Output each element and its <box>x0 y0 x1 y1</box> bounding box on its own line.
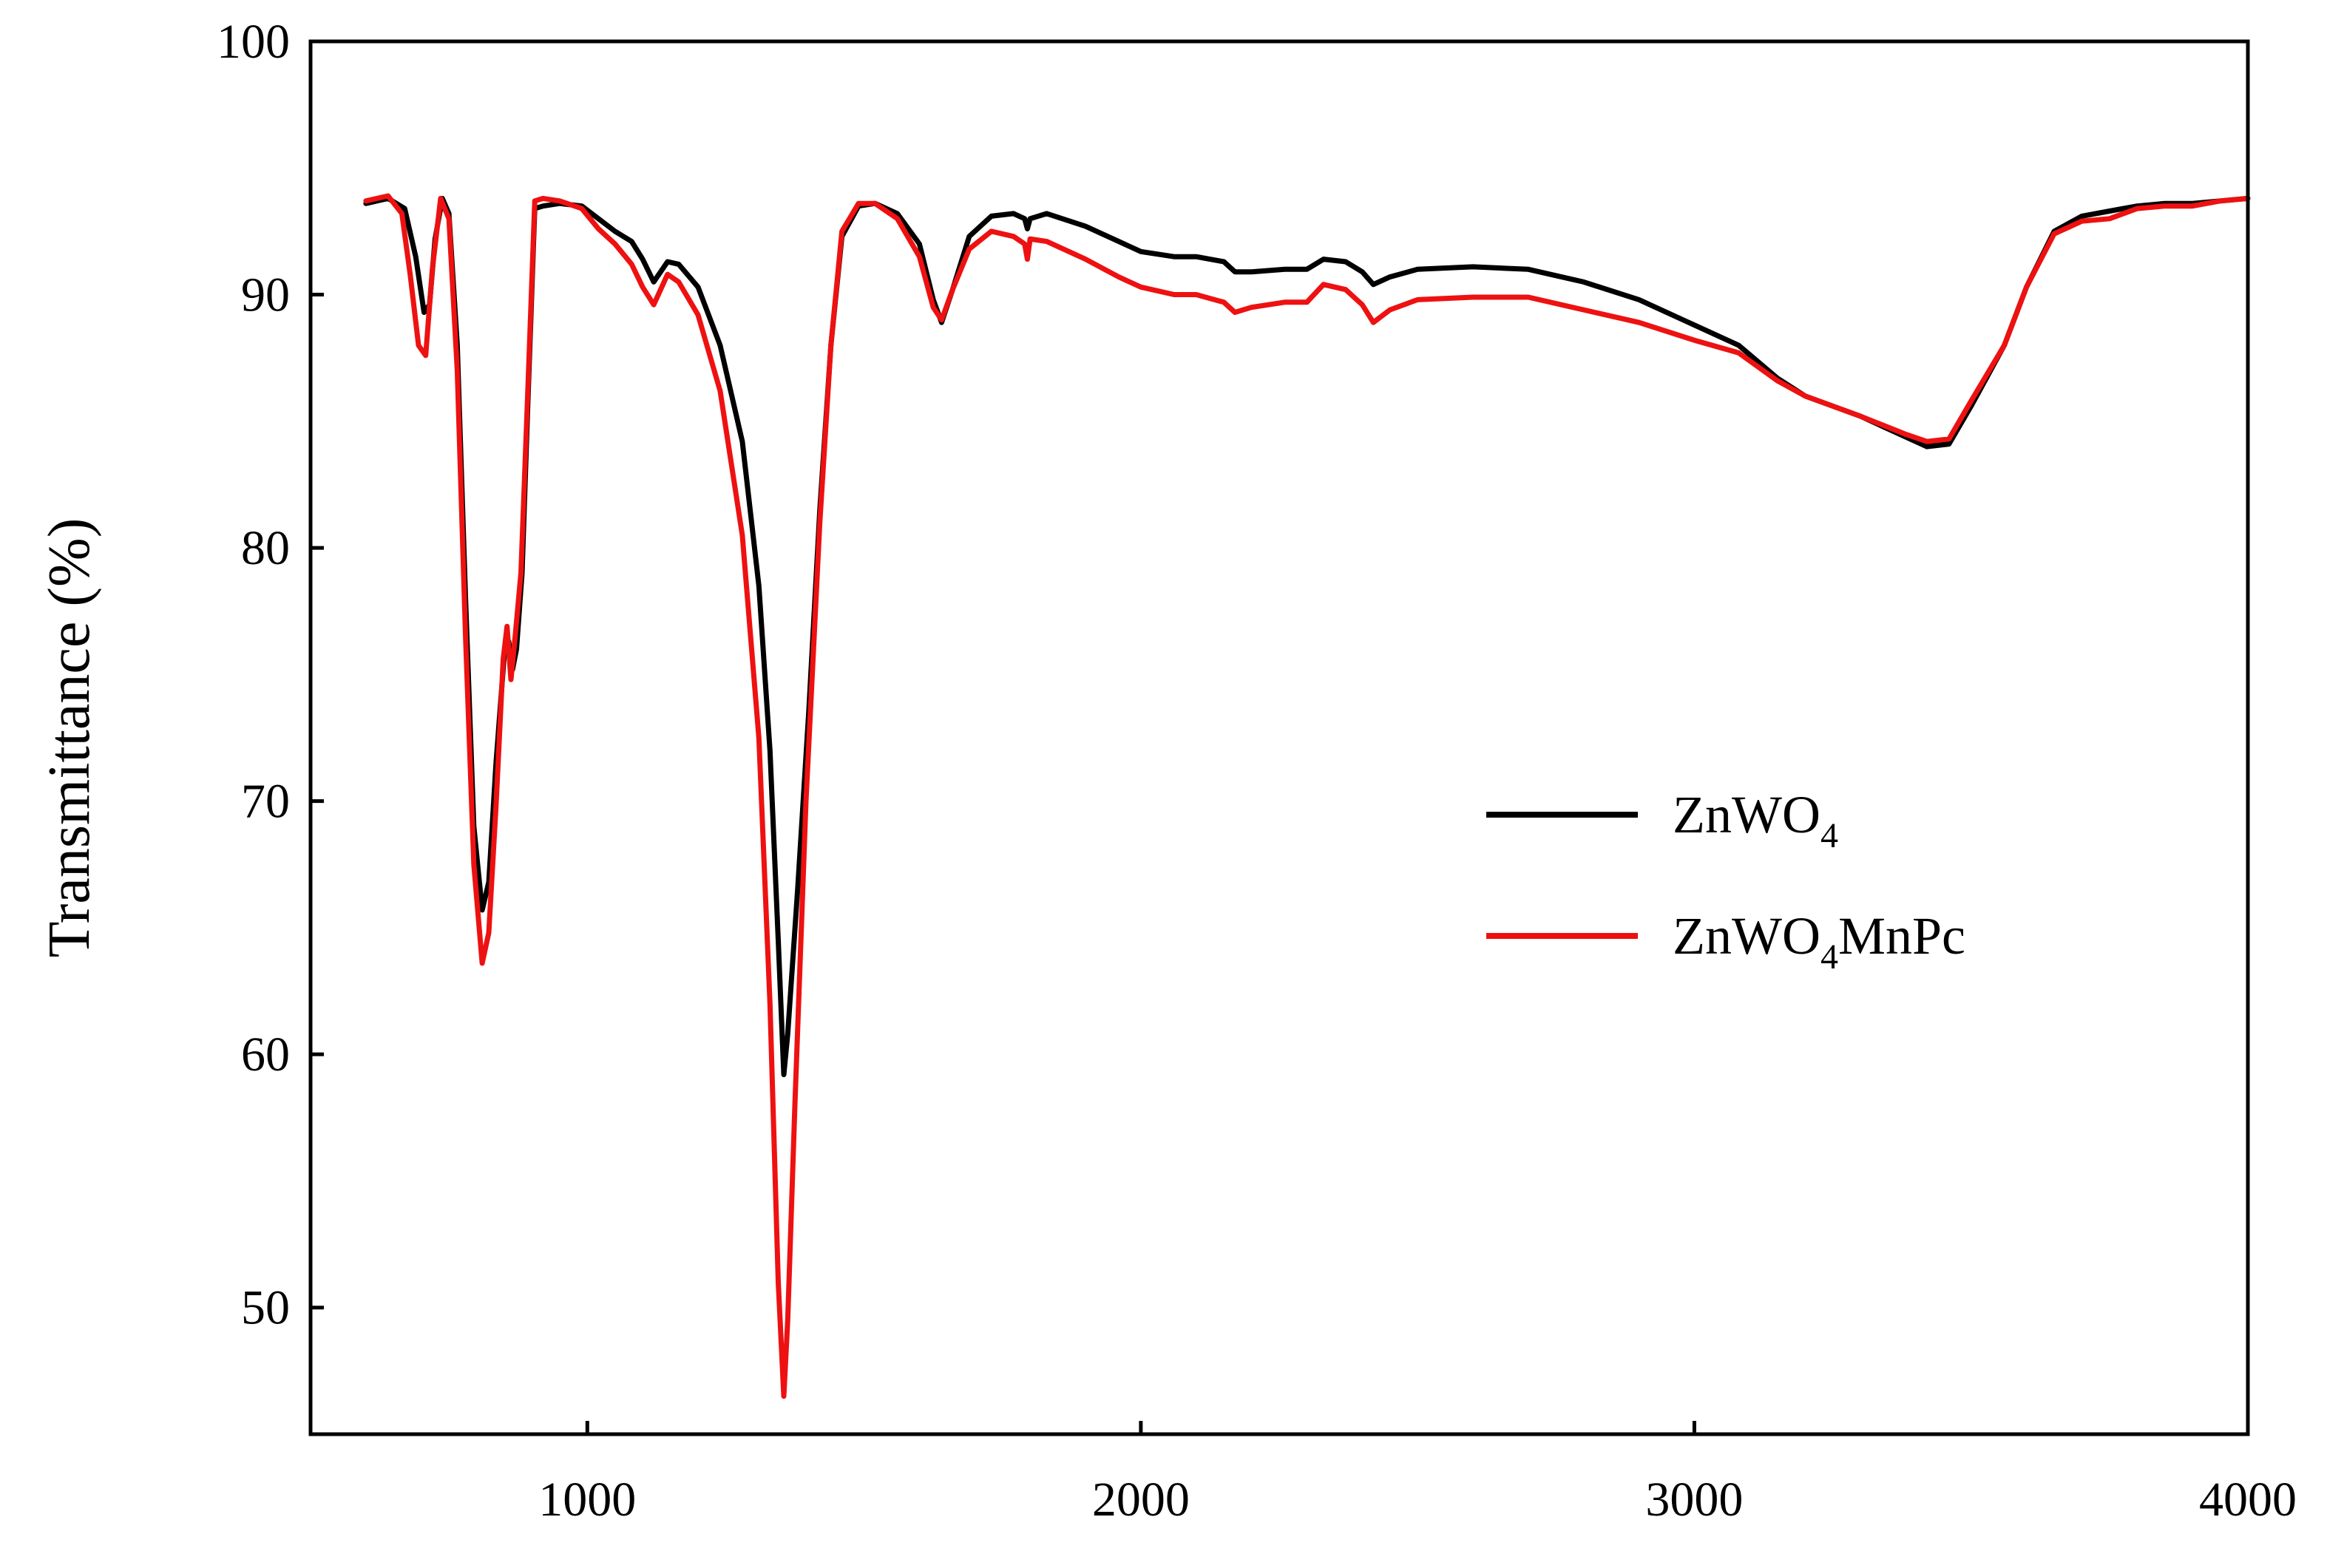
x-tick-label-1000: 1000 <box>538 1473 636 1527</box>
plot-lines <box>363 193 2251 1399</box>
y-tick-label-70: 70 <box>241 775 290 829</box>
x-axis: 1000 2000 3000 4000 <box>538 1421 2297 1527</box>
y-tick-label-100: 100 <box>217 15 290 69</box>
y-tick-label-80: 80 <box>241 521 290 575</box>
x-tick-label-4000: 4000 <box>2199 1473 2297 1527</box>
y-axis-title: Transmittance (%) <box>37 518 102 958</box>
y-tick-label-60: 60 <box>241 1028 290 1082</box>
x-tick-label-3000: 3000 <box>1645 1473 1743 1527</box>
y-axis: 50 60 70 80 90 100 <box>217 15 324 1335</box>
y-tick-label-90: 90 <box>241 268 290 322</box>
legend-label-ZnWO4MnPc: ZnWO4MnPc <box>1673 906 1965 977</box>
series-line-ZnWO4MnPc <box>363 193 2251 1399</box>
legend: ZnWO4 ZnWO4MnPc <box>1486 785 1965 977</box>
y-tick-label-50: 50 <box>241 1281 290 1335</box>
x-tick-label-2000: 2000 <box>1092 1473 1190 1527</box>
legend-label-ZnWO4: ZnWO4 <box>1673 785 1838 855</box>
plot-frame <box>308 39 2250 1436</box>
